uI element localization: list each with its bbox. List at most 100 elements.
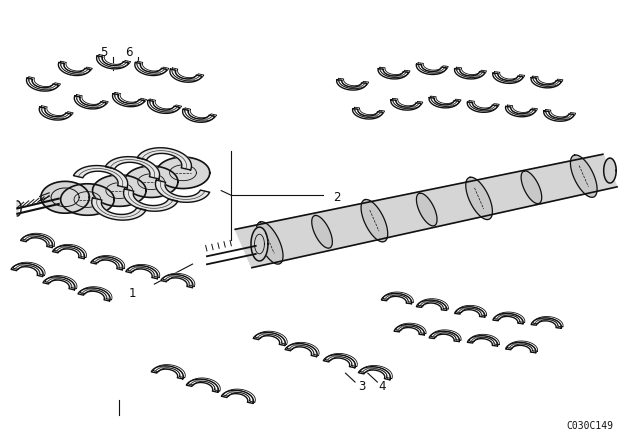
Polygon shape: [380, 67, 410, 78]
Polygon shape: [80, 287, 112, 300]
Polygon shape: [339, 78, 369, 89]
Polygon shape: [360, 366, 392, 379]
Polygon shape: [253, 332, 285, 345]
Polygon shape: [182, 109, 214, 122]
Polygon shape: [431, 96, 461, 107]
Polygon shape: [124, 189, 178, 211]
Text: 6: 6: [125, 46, 132, 59]
Polygon shape: [60, 61, 92, 74]
Polygon shape: [429, 98, 460, 108]
Polygon shape: [188, 378, 220, 391]
Polygon shape: [257, 222, 283, 264]
Polygon shape: [151, 366, 183, 379]
Polygon shape: [153, 365, 185, 378]
Polygon shape: [106, 157, 159, 179]
Polygon shape: [150, 99, 182, 112]
Polygon shape: [39, 107, 71, 120]
Polygon shape: [353, 108, 383, 119]
Polygon shape: [251, 227, 268, 261]
Polygon shape: [508, 341, 538, 351]
Polygon shape: [124, 166, 178, 198]
Polygon shape: [378, 69, 408, 79]
Polygon shape: [495, 72, 525, 82]
Polygon shape: [570, 155, 597, 197]
Polygon shape: [532, 316, 563, 327]
Polygon shape: [604, 158, 616, 183]
Polygon shape: [392, 99, 423, 109]
Polygon shape: [115, 92, 147, 105]
Polygon shape: [97, 56, 129, 69]
Polygon shape: [148, 100, 180, 113]
Polygon shape: [383, 292, 413, 302]
Polygon shape: [93, 255, 125, 269]
Polygon shape: [469, 334, 499, 345]
Polygon shape: [22, 233, 54, 246]
Polygon shape: [43, 277, 75, 290]
Polygon shape: [417, 193, 437, 226]
Polygon shape: [396, 323, 426, 334]
Polygon shape: [506, 342, 536, 353]
Polygon shape: [531, 78, 561, 88]
Polygon shape: [99, 55, 131, 68]
Polygon shape: [54, 245, 86, 258]
Polygon shape: [416, 64, 447, 74]
Text: 1: 1: [128, 287, 136, 300]
Polygon shape: [521, 171, 541, 204]
Polygon shape: [493, 314, 523, 324]
Polygon shape: [466, 177, 492, 220]
Polygon shape: [454, 69, 485, 79]
Polygon shape: [74, 96, 106, 109]
Text: 3: 3: [358, 380, 365, 393]
Polygon shape: [113, 94, 145, 107]
Polygon shape: [93, 175, 146, 207]
Polygon shape: [13, 262, 45, 276]
Polygon shape: [41, 106, 73, 119]
Polygon shape: [323, 355, 355, 368]
Polygon shape: [469, 100, 499, 111]
Polygon shape: [170, 69, 202, 82]
Polygon shape: [544, 111, 574, 121]
Polygon shape: [429, 331, 460, 342]
Polygon shape: [52, 246, 84, 259]
Polygon shape: [454, 307, 485, 317]
Polygon shape: [287, 342, 319, 356]
Polygon shape: [381, 293, 412, 304]
Polygon shape: [337, 80, 367, 90]
Text: 5: 5: [100, 46, 107, 59]
Text: 2: 2: [333, 191, 341, 204]
Polygon shape: [92, 198, 146, 220]
Polygon shape: [156, 157, 210, 189]
Polygon shape: [28, 77, 60, 90]
Polygon shape: [184, 108, 216, 121]
Text: C030C149: C030C149: [566, 421, 613, 431]
Polygon shape: [285, 344, 317, 357]
Polygon shape: [354, 107, 385, 118]
Polygon shape: [41, 181, 90, 213]
Polygon shape: [137, 148, 191, 170]
Polygon shape: [137, 61, 169, 74]
Polygon shape: [495, 312, 525, 323]
Polygon shape: [456, 306, 486, 316]
Polygon shape: [312, 215, 332, 248]
Polygon shape: [417, 300, 447, 310]
Polygon shape: [467, 336, 498, 346]
Polygon shape: [186, 379, 218, 392]
Polygon shape: [161, 275, 193, 288]
Polygon shape: [493, 73, 523, 83]
Polygon shape: [135, 62, 167, 76]
Polygon shape: [20, 234, 52, 248]
Polygon shape: [507, 105, 538, 116]
Polygon shape: [255, 331, 287, 345]
Polygon shape: [223, 389, 255, 402]
Polygon shape: [126, 266, 158, 279]
Polygon shape: [391, 100, 421, 110]
Polygon shape: [78, 288, 110, 301]
Polygon shape: [74, 166, 128, 188]
Polygon shape: [532, 76, 563, 86]
Polygon shape: [172, 68, 204, 81]
Polygon shape: [156, 180, 210, 202]
Polygon shape: [76, 95, 108, 108]
Polygon shape: [358, 366, 390, 380]
Polygon shape: [11, 263, 43, 276]
Polygon shape: [418, 63, 448, 73]
